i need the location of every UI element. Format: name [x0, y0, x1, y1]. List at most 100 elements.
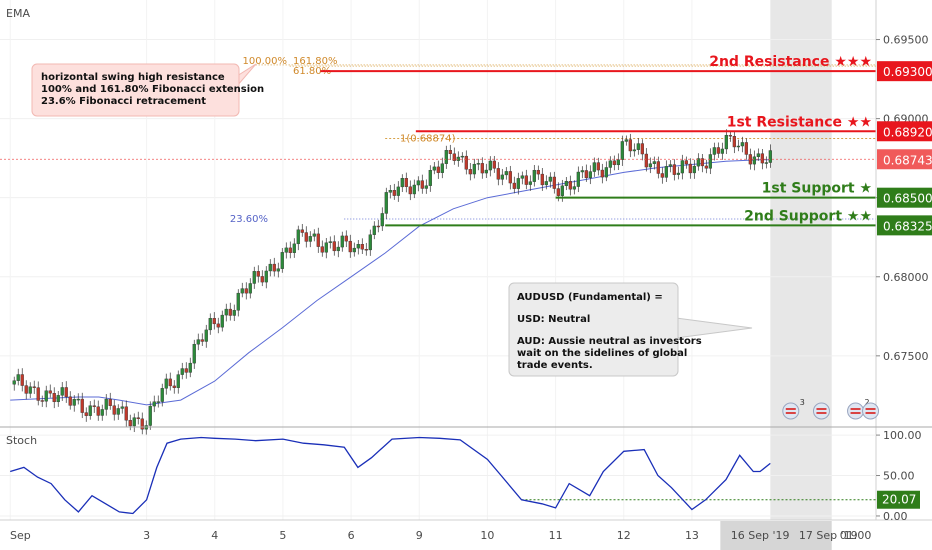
level-price-tag	[877, 215, 932, 236]
level-label: 2nd Resistance ★★★	[709, 54, 872, 70]
flag-stripe-icon	[850, 408, 861, 410]
candle-body	[104, 398, 108, 410]
candle-body	[412, 184, 416, 195]
candle-body	[452, 153, 456, 161]
candles	[12, 129, 772, 436]
candle-body	[136, 417, 140, 420]
level-label: 1st Support ★	[762, 181, 872, 197]
candle-body	[424, 185, 428, 189]
candle-body	[224, 308, 228, 316]
economic-event-icon[interactable]	[782, 402, 800, 420]
candle-body	[248, 283, 252, 294]
candle-body	[160, 388, 164, 402]
fib-label: 23.60%	[230, 214, 268, 225]
candle-body	[624, 139, 628, 142]
stoch-value-tag-text: 20.07	[882, 493, 916, 507]
candle-body	[28, 386, 32, 394]
candle-body	[88, 405, 92, 416]
future-axis-shade	[720, 521, 832, 550]
current-price-tag	[877, 149, 932, 170]
event-count-badge: 3	[800, 398, 805, 407]
flag-stripe-icon	[785, 412, 796, 414]
candle-body	[688, 163, 692, 174]
candle-body	[64, 387, 68, 397]
level-price-tag-text: 0.68500	[883, 192, 932, 206]
candle-body	[180, 368, 184, 375]
economic-event-icon[interactable]	[847, 402, 865, 420]
candle-body	[504, 171, 508, 176]
x-tick-label: 5	[279, 529, 286, 542]
candle-body	[36, 387, 40, 401]
candle-body	[612, 160, 616, 166]
fundamental-note-title: AUDUSD (Fundamental) =	[517, 292, 663, 303]
x-tick-label: 4	[211, 529, 218, 542]
x-tick-label: 6	[348, 529, 355, 542]
level-label: 1st Resistance ★★	[727, 114, 872, 130]
candle-body	[600, 169, 604, 178]
candle-body	[20, 374, 24, 386]
stoch-axis[interactable]: 100.00 50.00 0.00 20.07	[876, 429, 922, 523]
candle-body	[632, 149, 636, 152]
candle-body	[704, 165, 708, 169]
x-tick-label-future: 17 Sep '19	[799, 529, 858, 542]
candle-body	[660, 173, 664, 178]
candle-body	[72, 399, 76, 406]
candle-body	[508, 171, 512, 184]
candle-body	[108, 398, 112, 406]
candle-body	[84, 412, 88, 416]
candle-body	[132, 417, 136, 427]
level-price-tag-text: 0.69300	[883, 65, 932, 79]
candle-body	[668, 164, 672, 167]
candle-body	[760, 153, 764, 164]
level-price-tag	[877, 187, 932, 208]
candle-body	[340, 235, 344, 248]
candle-body	[392, 190, 396, 196]
candle-body	[560, 185, 564, 196]
candle-body	[176, 374, 180, 388]
candle-body	[556, 188, 560, 196]
candle-body	[684, 160, 688, 165]
fib-note-line-1: horizontal swing high resistance	[41, 72, 225, 83]
candle-body	[472, 163, 476, 175]
fib-label: 161.80%	[293, 56, 338, 67]
candle-body	[60, 387, 64, 396]
current-price-tag-text: 0.68743	[883, 153, 932, 167]
candle-body	[80, 398, 84, 413]
economic-event-icon[interactable]	[862, 402, 880, 420]
fundamental-note: AUDUSD (Fundamental) = USD: Neutral AUD:…	[508, 282, 753, 377]
candle-body	[396, 186, 400, 196]
candle-body	[344, 235, 348, 242]
candle-body	[724, 134, 728, 150]
candle-body	[140, 418, 144, 430]
candle-body	[736, 145, 740, 148]
candle-body	[168, 378, 172, 387]
candle-body	[112, 405, 116, 415]
x-tick-label: 3	[143, 529, 150, 542]
candle-body	[32, 386, 36, 388]
candle-body	[304, 232, 308, 242]
flag-stripe-icon	[865, 408, 876, 410]
level-tags: 0.69300 0.68920 0.68500 0.68325 0.68743	[877, 61, 932, 236]
candle-body	[16, 374, 20, 381]
candle-body	[484, 169, 488, 174]
economic-event-icon[interactable]	[812, 402, 830, 420]
candle-body	[48, 390, 52, 394]
candle-body	[260, 276, 264, 283]
y-tick-label: 0.68000	[883, 271, 929, 284]
candle-body	[320, 246, 324, 253]
candle-body	[576, 171, 580, 187]
candle-body	[296, 229, 300, 245]
y-tick-label: 0.69500	[883, 34, 929, 47]
candle-body	[192, 343, 196, 364]
candle-body	[588, 171, 592, 179]
candle-body	[356, 244, 360, 249]
candle-body	[464, 155, 468, 170]
stoch-line	[10, 436, 771, 515]
candle-body	[68, 396, 72, 406]
candle-body	[404, 178, 408, 187]
candle-body	[744, 142, 748, 155]
candle-body	[496, 168, 500, 180]
time-axis[interactable]: Sep 3 4 5 6 9 10 11 12 13 16 Sep '19 17 Sep '1901:0…	[10, 529, 871, 542]
candle-body	[456, 156, 460, 161]
